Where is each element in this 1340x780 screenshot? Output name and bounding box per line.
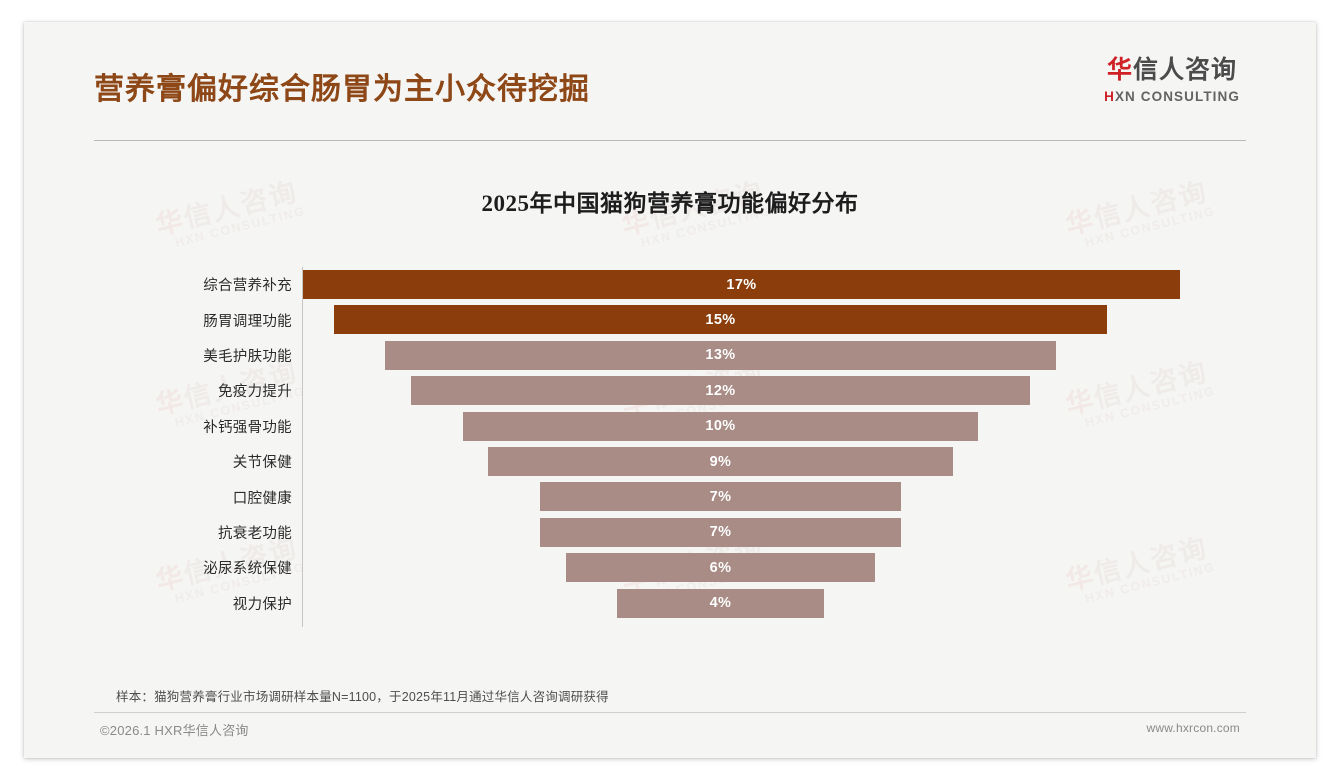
funnel-bar-chart: 综合营养补充 17% 肠胃调理功能 15% 美毛护肤功能 13% 免疫力提升 12% 补钙强骨功… [180, 267, 1180, 627]
chart-row: 口腔健康 7% [180, 479, 1180, 514]
chart-row: 免疫力提升 12% [180, 373, 1180, 408]
category-label: 肠胃调理功能 [203, 313, 292, 330]
chart-bar[interactable]: 15% [333, 305, 1108, 335]
bar-track: 12% [303, 373, 1180, 408]
category-label: 综合营养补充 [203, 278, 292, 295]
bar-value-label: 12% [705, 382, 736, 399]
category-label: 补钙强骨功能 [203, 419, 292, 436]
header-divider [94, 140, 1246, 141]
bar-value-label: 6% [709, 559, 732, 576]
bar-track: 9% [303, 444, 1180, 479]
chart-row: 肠胃调理功能 15% [180, 302, 1180, 337]
brand-logo-en-highlight: H [1104, 89, 1115, 104]
footer-divider [94, 712, 1246, 713]
bar-track: 10% [303, 409, 1180, 444]
category-label: 关节保健 [232, 455, 292, 472]
bar-value-label: 17% [726, 276, 757, 293]
category-label: 视力保护 [232, 596, 292, 613]
chart-block: 2025年中国猫狗营养膏功能偏好分布 综合营养补充 17% 肠胃调理功能 15% 美毛护… [24, 142, 1316, 682]
category-label: 口腔健康 [232, 490, 292, 507]
bar-value-label: 13% [705, 347, 736, 364]
chart-bar[interactable]: 10% [462, 411, 979, 441]
chart-bar[interactable]: 7% [539, 517, 902, 547]
brand-logo: 华信人咨询 HXN CONSULTING [1104, 58, 1240, 104]
bar-track: 7% [303, 515, 1180, 550]
category-label: 抗衰老功能 [218, 525, 292, 542]
bar-value-label: 9% [709, 453, 732, 470]
brand-logo-cn-rest: 信人咨询 [1133, 56, 1238, 84]
bar-track: 15% [303, 302, 1180, 337]
chart-title: 2025年中国猫狗营养膏功能偏好分布 [481, 191, 859, 216]
footer-website: www.hxrcon.com [1146, 721, 1240, 735]
bar-track: 4% [303, 586, 1180, 621]
chart-row: 补钙强骨功能 10% [180, 409, 1180, 444]
brand-logo-cn-highlight: 华 [1107, 56, 1134, 84]
bar-track: 13% [303, 338, 1180, 373]
slide-header: 营养膏偏好综合肠胃为主小众待挖掘 华信人咨询 HXN CONSULTING [24, 22, 1316, 142]
chart-row: 关节保健 9% [180, 444, 1180, 479]
source-footnote: 样本：猫狗营养膏行业市场调研样本量N=1100，于2025年11月通过华信人咨询… [116, 690, 609, 704]
chart-bar[interactable]: 4% [617, 588, 824, 618]
chart-bar[interactable]: 17% [303, 270, 1180, 299]
category-label: 免疫力提升 [218, 384, 292, 401]
category-axis-line [302, 267, 303, 627]
chart-row: 泌尿系统保健 6% [180, 550, 1180, 585]
chart-bar[interactable]: 6% [565, 553, 876, 583]
chart-row: 综合营养补充 17% [180, 267, 1180, 302]
brand-logo-en: HXN CONSULTING [1104, 90, 1240, 104]
bar-value-label: 7% [709, 524, 732, 541]
bar-track: 7% [303, 479, 1180, 514]
bar-value-label: 15% [705, 311, 736, 328]
bar-value-label: 4% [709, 595, 732, 612]
chart-bar[interactable]: 13% [385, 340, 1056, 370]
chart-row: 抗衰老功能 7% [180, 515, 1180, 550]
bar-value-label: 10% [705, 418, 736, 435]
page-title: 营养膏偏好综合肠胃为主小众待挖掘 [94, 73, 590, 106]
brand-logo-en-rest: XN CONSULTING [1114, 89, 1240, 104]
chart-row: 视力保护 4% [180, 586, 1180, 621]
bar-track: 17% [303, 267, 1180, 302]
chart-row: 美毛护肤功能 13% [180, 338, 1180, 373]
bar-value-label: 7% [709, 488, 732, 505]
category-label: 美毛护肤功能 [203, 348, 292, 365]
chart-bar[interactable]: 12% [410, 376, 1031, 406]
footer-copyright: ©2026.1 HXR华信人咨询 [100, 723, 249, 738]
category-label: 泌尿系统保健 [203, 561, 292, 578]
bar-track: 6% [303, 550, 1180, 585]
slide-canvas: 华信人咨询 HXN CONSULTING 华信人咨询 HXN CONSULTIN… [24, 22, 1316, 758]
chart-bar[interactable]: 9% [488, 447, 953, 476]
brand-logo-cn: 华信人咨询 [1104, 58, 1240, 83]
chart-bar[interactable]: 7% [539, 482, 902, 512]
